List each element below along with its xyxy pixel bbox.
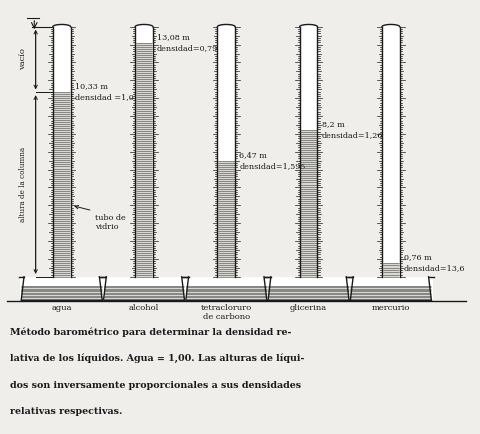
Bar — [217, 27, 235, 277]
Bar — [350, 286, 432, 300]
Text: agua: agua — [51, 303, 72, 312]
Text: densidad=13,6: densidad=13,6 — [404, 264, 466, 272]
Bar — [184, 277, 268, 300]
Bar — [382, 27, 400, 277]
Text: densidad =1,0: densidad =1,0 — [75, 93, 133, 101]
Text: tetracloruro
de carbono: tetracloruro de carbono — [201, 303, 252, 321]
Text: tubo de
vidrio: tubo de vidrio — [95, 214, 125, 231]
Bar — [300, 27, 317, 277]
Text: densidad=1,595: densidad=1,595 — [240, 162, 306, 170]
Text: glicerina: glicerina — [290, 303, 327, 312]
Text: relativas respectivas.: relativas respectivas. — [10, 407, 122, 416]
Text: lativa de los líquidos. Agua = 1,00. Las alturas de líqui-: lativa de los líquidos. Agua = 1,00. Las… — [10, 354, 304, 363]
Bar — [383, 263, 399, 277]
Text: 0,76 m: 0,76 m — [404, 253, 432, 261]
Bar — [267, 277, 350, 300]
Text: 10,33 m: 10,33 m — [75, 82, 108, 90]
Text: mercurio: mercurio — [372, 303, 410, 312]
Text: 6,47 m: 6,47 m — [240, 151, 267, 159]
Text: vacío: vacío — [19, 49, 27, 70]
Bar — [186, 286, 267, 300]
Bar — [136, 43, 152, 277]
Text: densidad=0,79: densidad=0,79 — [157, 44, 218, 52]
Bar — [20, 277, 104, 300]
Bar — [135, 27, 153, 277]
Text: 8,2 m: 8,2 m — [322, 120, 344, 128]
Text: altura de la columna: altura de la columna — [19, 147, 27, 222]
Text: Método barométrico para determinar la densidad re-: Método barométrico para determinar la de… — [10, 327, 291, 336]
Text: alcohol: alcohol — [129, 303, 159, 312]
Bar — [104, 286, 184, 300]
Text: 13,08 m: 13,08 m — [157, 33, 190, 41]
Bar — [53, 92, 70, 277]
Bar — [53, 27, 71, 277]
Bar — [349, 277, 432, 300]
Text: dos son inversamente proporcionales a sus densidades: dos son inversamente proporcionales a su… — [10, 381, 301, 390]
Bar — [300, 130, 317, 277]
Bar — [102, 277, 186, 300]
Bar — [21, 286, 102, 300]
Bar — [268, 286, 349, 300]
Bar — [218, 161, 235, 277]
Text: densidad=1,26: densidad=1,26 — [322, 131, 383, 139]
